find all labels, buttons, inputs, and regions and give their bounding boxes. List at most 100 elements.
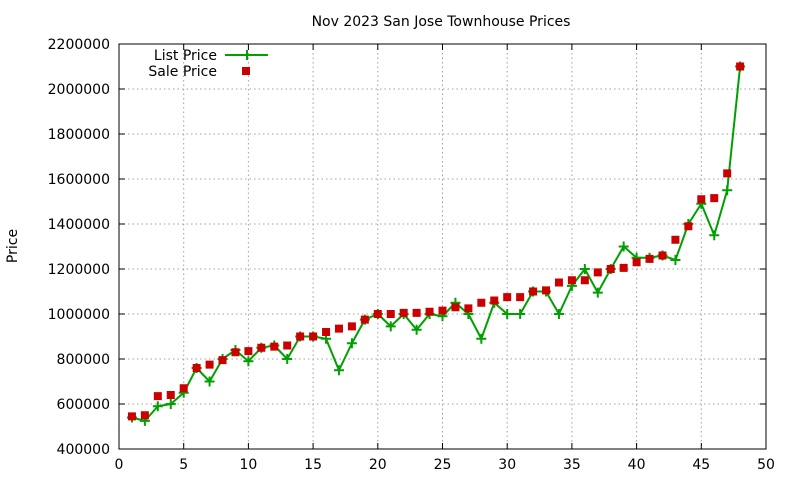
data-point-list-price xyxy=(722,185,733,196)
data-point-list-price xyxy=(709,230,720,241)
data-point-list-price xyxy=(579,264,590,274)
data-point-sale-price xyxy=(516,293,525,302)
x-tick-label: 15 xyxy=(304,457,322,473)
data-point-sale-price xyxy=(347,322,356,331)
data-point-sale-price xyxy=(166,391,175,399)
data-point-list-price xyxy=(553,309,564,319)
data-point-list-price xyxy=(152,401,163,412)
data-point-sale-price xyxy=(710,194,719,203)
x-tick-label: 0 xyxy=(115,457,124,473)
x-tick-label: 45 xyxy=(692,457,710,473)
y-tick-label: 1600000 xyxy=(48,172,110,188)
data-point-sale-price xyxy=(503,293,512,302)
data-point-list-price xyxy=(476,333,487,344)
data-point-sale-price xyxy=(619,263,628,272)
x-tick-label: 40 xyxy=(628,457,646,473)
data-point-sale-price xyxy=(399,308,408,317)
axis-layer: 0 5 10 15 20 25 30 35 40 45 50 400000 600000 800000 10… xyxy=(48,37,775,473)
data-point-list-price xyxy=(670,255,681,265)
data-point-list-price xyxy=(346,338,357,349)
data-point-sale-price xyxy=(127,412,136,421)
data-point-sale-price xyxy=(283,341,292,350)
y-tick-label: 600000 xyxy=(57,397,110,413)
data-point-sale-price xyxy=(373,310,382,318)
data-point-sale-price xyxy=(322,328,331,336)
chart-title: Nov 2023 San Jose Townhouse Prices xyxy=(312,14,571,30)
data-point-sale-price xyxy=(606,265,615,273)
y-tick-label: 1000000 xyxy=(48,307,110,323)
data-point-sale-price xyxy=(593,268,602,277)
data-point-list-price xyxy=(385,321,396,332)
y-tick-label: 800000 xyxy=(57,352,110,368)
y-tick-label: 2000000 xyxy=(48,82,110,98)
x-tick-label: 10 xyxy=(239,457,257,473)
data-point-sale-price xyxy=(632,258,641,267)
data-point-sale-price xyxy=(192,364,201,372)
legend-label-sale-price: Sale Price xyxy=(148,64,217,80)
data-point-sale-price xyxy=(567,276,576,285)
data-point-sale-price xyxy=(386,310,395,318)
data-point-sale-price xyxy=(179,384,188,393)
data-point-sale-price xyxy=(205,360,214,369)
data-point-sale-price xyxy=(464,304,473,313)
data-point-sale-price xyxy=(425,307,434,316)
data-point-sale-price xyxy=(153,392,162,401)
data-point-sale-price xyxy=(736,62,745,71)
data-point-sale-price xyxy=(697,195,706,204)
x-tick-label: 30 xyxy=(498,457,516,473)
data-point-sale-price xyxy=(412,308,421,317)
data-point-list-price xyxy=(204,376,215,387)
x-tick-label: 5 xyxy=(179,457,188,473)
y-axis-label: Price xyxy=(5,229,21,263)
data-point-list-price xyxy=(243,356,254,367)
data-point-sale-price xyxy=(244,347,253,356)
y-tick-label: 1200000 xyxy=(48,262,110,278)
data-point-sale-price xyxy=(270,342,279,351)
data-point-sale-price xyxy=(140,411,149,420)
data-point-list-price xyxy=(411,324,422,335)
data-point-sale-price xyxy=(296,332,305,341)
data-point-list-price xyxy=(618,241,629,252)
data-point-sale-price xyxy=(231,348,240,357)
legend-marker-sale-price xyxy=(242,67,250,75)
data-point-sale-price xyxy=(438,306,447,315)
data-point-list-price xyxy=(592,287,603,298)
data-point-list-price xyxy=(333,365,344,376)
y-tick-label: 400000 xyxy=(57,442,110,458)
data-point-sale-price xyxy=(658,251,667,260)
data-point-list-price xyxy=(502,309,513,319)
data-point-sale-price xyxy=(645,254,654,263)
y-tick-label: 2200000 xyxy=(48,37,110,53)
data-point-sale-price xyxy=(723,169,732,178)
x-tick-label: 50 xyxy=(757,457,775,473)
data-point-sale-price xyxy=(580,276,589,285)
data-point-sale-price xyxy=(257,343,266,352)
data-point-sale-price xyxy=(477,298,486,307)
data-point-sale-price xyxy=(218,356,227,365)
data-point-sale-price xyxy=(671,235,680,244)
data-point-sale-price xyxy=(490,296,499,305)
series-layer xyxy=(126,61,746,426)
data-point-sale-price xyxy=(360,315,369,324)
y-tick-label: 1400000 xyxy=(48,217,110,233)
data-point-sale-price xyxy=(542,286,551,295)
legend-marker-list-price xyxy=(242,50,252,60)
data-point-sale-price xyxy=(309,332,318,341)
data-point-list-price xyxy=(282,354,293,364)
data-point-sale-price xyxy=(529,287,538,296)
y-tick-label: 1800000 xyxy=(48,127,110,143)
grid-layer xyxy=(119,44,766,449)
data-point-sale-price xyxy=(334,324,343,333)
x-tick-label: 35 xyxy=(563,457,581,473)
legend: List Price Sale Price xyxy=(148,48,268,80)
data-point-sale-price xyxy=(684,222,693,231)
data-point-list-price xyxy=(165,399,176,409)
data-point-sale-price xyxy=(451,303,460,312)
data-point-list-price xyxy=(515,309,526,319)
x-tick-label: 25 xyxy=(434,457,452,473)
legend-label-list-price: List Price xyxy=(154,48,217,64)
x-tick-label: 20 xyxy=(369,457,387,473)
data-point-sale-price xyxy=(554,278,563,287)
